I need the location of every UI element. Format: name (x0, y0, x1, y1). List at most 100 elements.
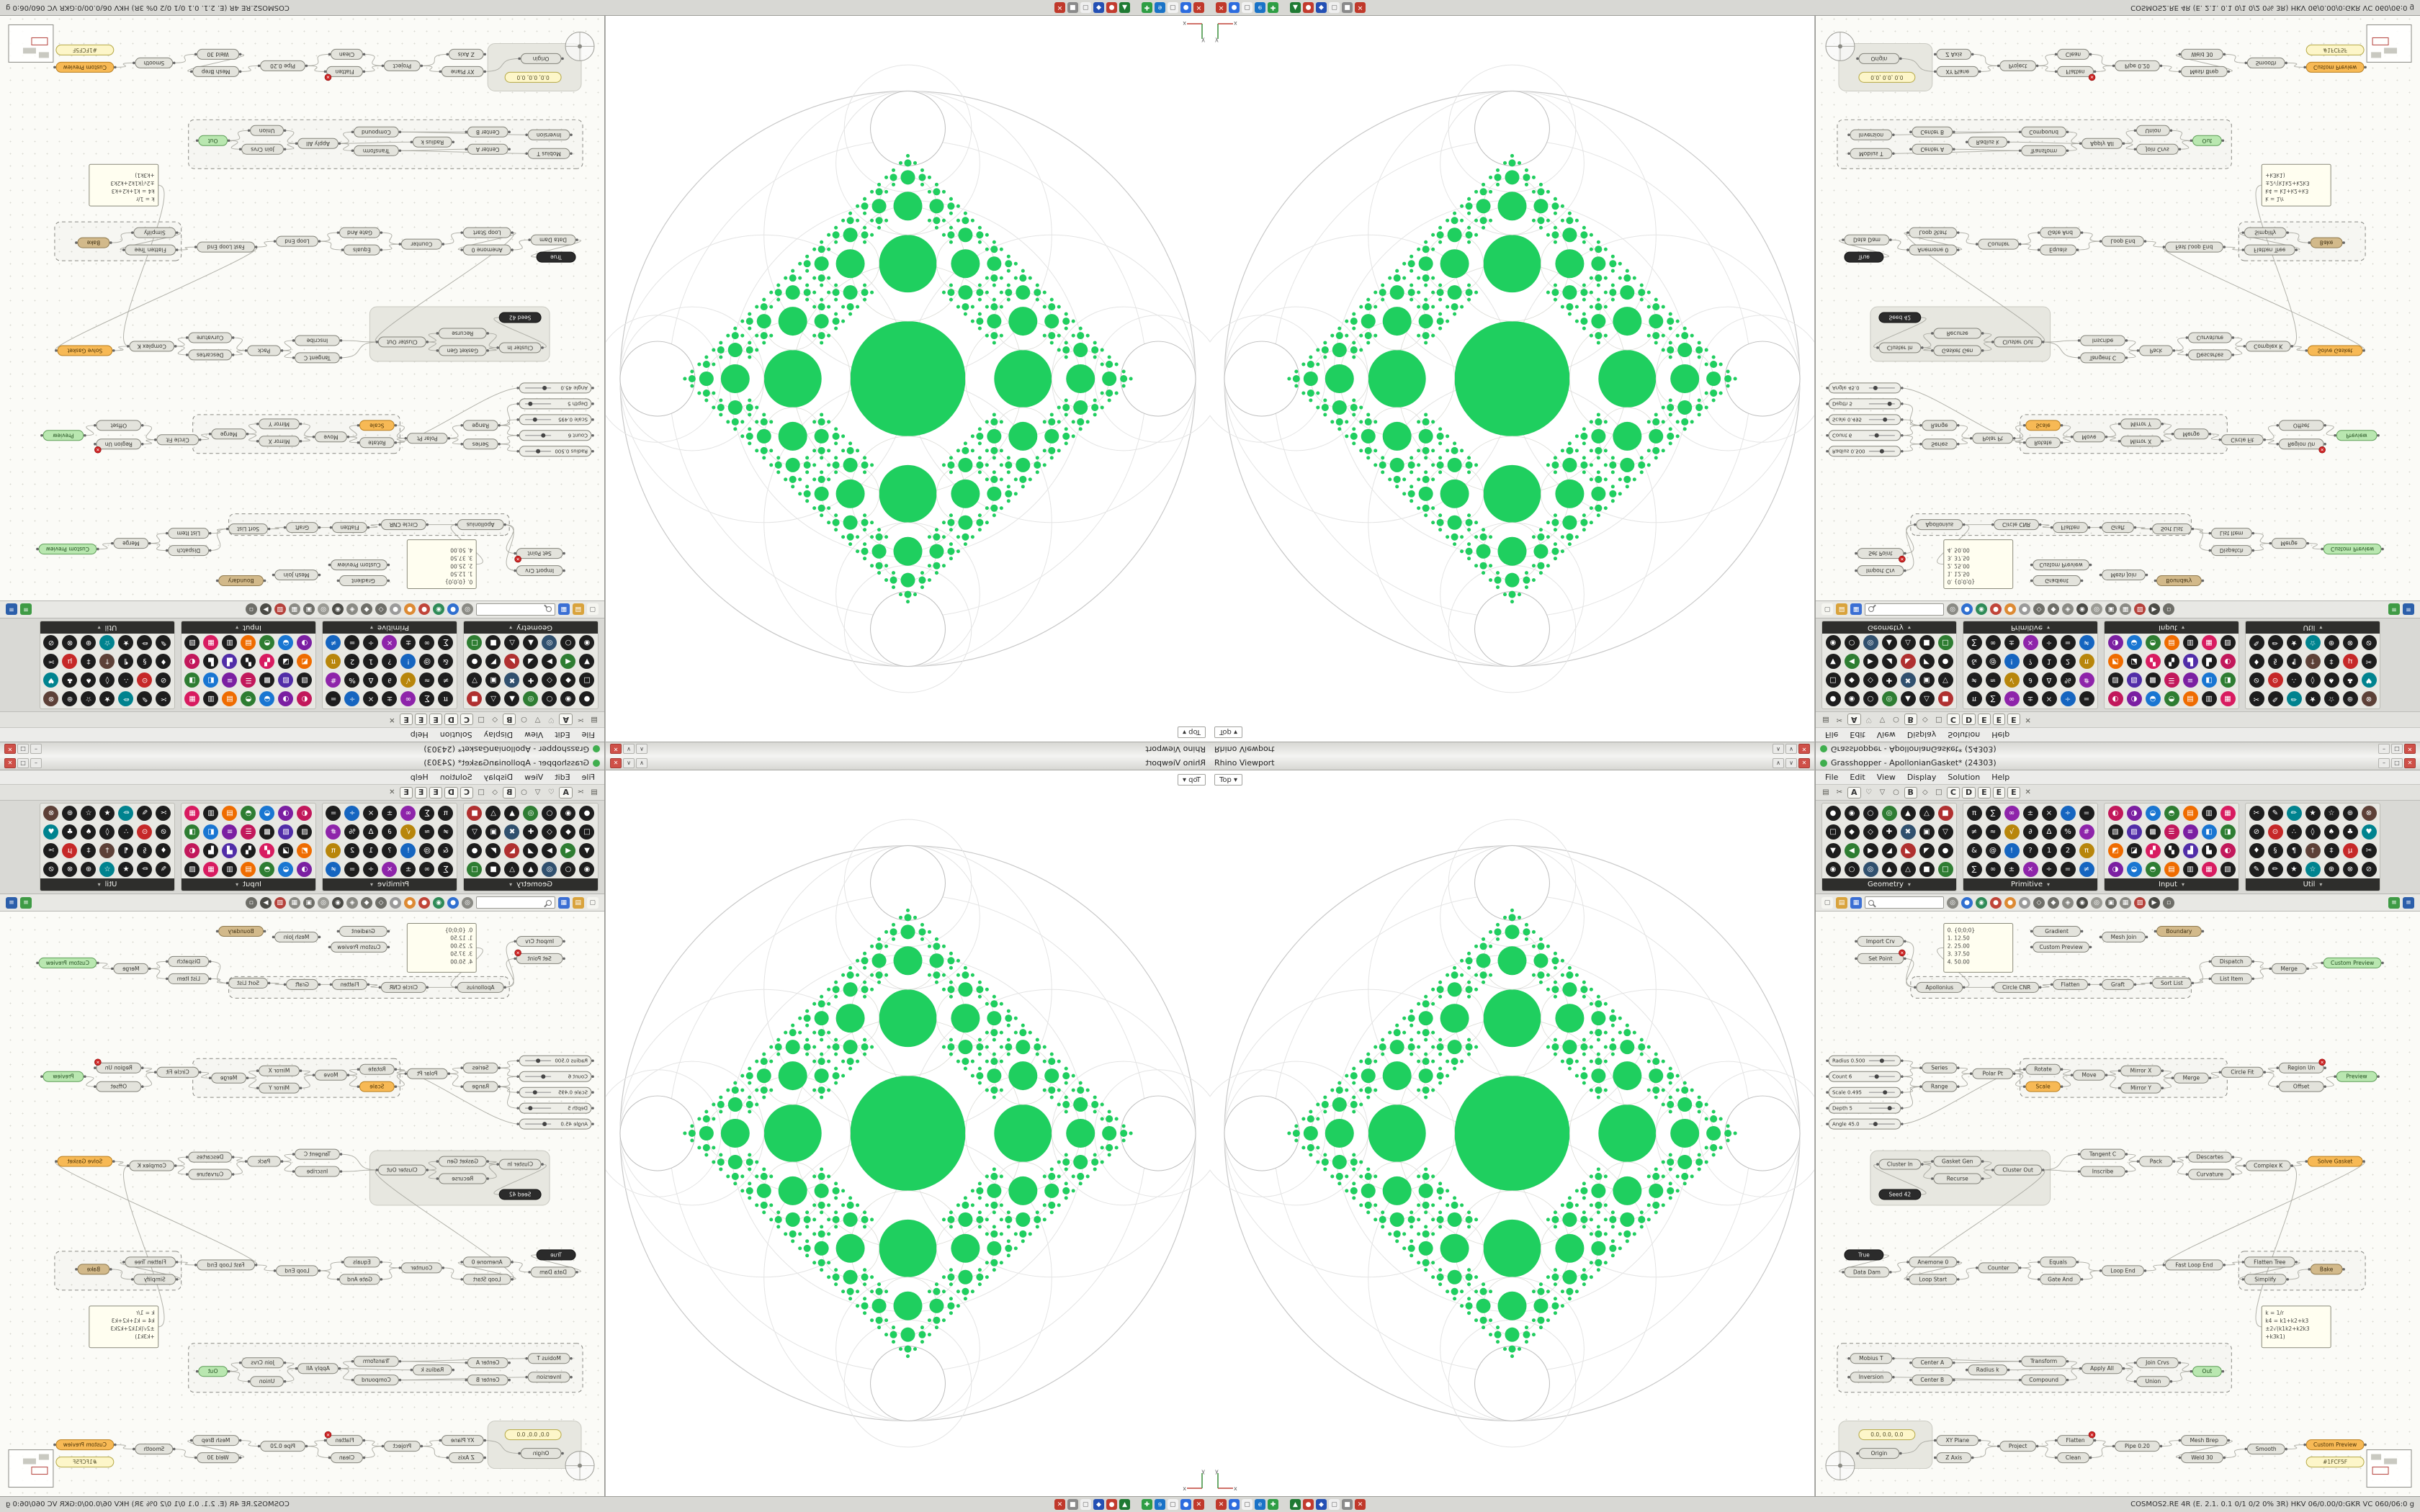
gh-node-std[interactable]: Radius k (410, 1364, 455, 1376)
input-nub-icon[interactable] (97, 961, 99, 965)
component-icon[interactable]: ✏ (2267, 861, 2283, 877)
input-nub-icon[interactable] (1855, 957, 1857, 960)
output-nub-icon[interactable] (328, 945, 331, 949)
component-icon[interactable]: ◑ (2126, 805, 2142, 821)
output-nub-icon[interactable] (375, 1169, 379, 1171)
input-nub-icon[interactable] (1934, 53, 1937, 56)
earth-icon[interactable]: ◉ (433, 603, 444, 616)
gh-node-std[interactable]: Sort List (225, 523, 271, 535)
sphere-blue-icon[interactable]: ● (447, 896, 459, 909)
gh-node-std[interactable]: Pipe 0.20 (257, 1441, 308, 1452)
gh-node-slider[interactable]: Scale 0.495 (516, 1086, 594, 1098)
camera-icon[interactable]: ▣ (2105, 896, 2117, 909)
component-icon[interactable]: ▩ (2145, 824, 2161, 840)
output-nub-icon[interactable] (514, 940, 516, 943)
gh-node-std[interactable]: Mesh Join (272, 931, 321, 942)
gh-node-std[interactable]: Union (2133, 1376, 2173, 1387)
output-nub-icon[interactable] (312, 1074, 315, 1077)
component-icon[interactable]: ∴ (2286, 824, 2302, 840)
slider-knob[interactable] (1874, 1074, 1879, 1079)
menu-help[interactable]: Help (1991, 730, 2010, 739)
component-icon[interactable]: ± (2004, 861, 2020, 877)
gh-node-std[interactable]: Offset (94, 420, 144, 431)
input-nub-icon[interactable] (2276, 1085, 2280, 1088)
gh-node-std[interactable]: Clean (2054, 48, 2092, 60)
square-icon[interactable]: □ (478, 788, 485, 796)
gh-node-std[interactable]: Gate And (2037, 227, 2084, 238)
viewport-tab-top[interactable]: Top ▾ (1214, 774, 1243, 786)
component-icon[interactable]: & (438, 842, 454, 858)
gh-node-slider[interactable]: Scale 0.495 (1826, 1086, 1904, 1098)
canvas-minimap[interactable] (8, 1449, 54, 1488)
gh-node-std[interactable]: Move (2070, 431, 2108, 443)
component-icon[interactable]: ◊ (2305, 824, 2321, 840)
component-icon[interactable]: □ (1937, 635, 1953, 651)
gh-node-std[interactable]: Merge (208, 1072, 249, 1084)
output-nub-icon[interactable] (94, 1066, 97, 1070)
input-nub-icon[interactable] (299, 1069, 302, 1073)
canvas-minimap[interactable] (8, 24, 54, 63)
gh-node-std[interactable]: Tangent C (292, 1148, 343, 1160)
input-nub-icon[interactable] (1826, 433, 1829, 437)
input-nub-icon[interactable] (2118, 1069, 2121, 1073)
gh-node-toggle[interactable]: Seed 42 (1878, 312, 1922, 323)
output-nub-icon[interactable] (244, 1160, 248, 1163)
input-nub-icon[interactable] (1906, 1278, 1909, 1281)
input-nub-icon[interactable] (1919, 1066, 1922, 1070)
browser-app-icon[interactable]: ● (1180, 1499, 1191, 1510)
output-nub-icon[interactable] (1892, 133, 1895, 137)
input-nub-icon[interactable] (503, 986, 506, 989)
dark-app-icon[interactable]: ■ (1067, 1499, 1078, 1510)
tab-a[interactable]: A (1847, 786, 1861, 798)
gh-node-std[interactable]: Mirror X (2118, 1065, 2164, 1076)
input-nub-icon[interactable] (1975, 243, 1978, 246)
output-nub-icon[interactable] (256, 423, 259, 426)
gh-node-std[interactable]: XY Plane (439, 1435, 486, 1446)
output-nub-icon[interactable] (357, 1085, 360, 1088)
input-nub-icon[interactable] (362, 53, 366, 56)
component-icon[interactable]: ♠ (2323, 672, 2339, 688)
output-nub-icon[interactable] (2038, 523, 2042, 526)
input-nub-icon[interactable] (563, 940, 565, 943)
shaded-icon[interactable]: ◆ (361, 896, 372, 909)
output-nub-icon[interactable] (292, 1170, 295, 1173)
gh-node-std[interactable]: Mobius T (1847, 148, 1895, 159)
output-nub-icon[interactable] (2201, 930, 2205, 933)
gh-node-std[interactable]: Loop End (2099, 235, 2147, 247)
gh-node-std[interactable]: Move (312, 1069, 350, 1081)
output-nub-icon[interactable] (2060, 1068, 2063, 1071)
menu-view[interactable]: View (1876, 730, 1896, 739)
gh-node-green[interactable]: Out (2190, 135, 2225, 146)
output-nub-icon[interactable] (528, 1271, 531, 1274)
dark-app-icon[interactable]: ■ (1342, 2, 1353, 13)
open-file-icon[interactable]: ▤ (1836, 896, 1847, 909)
component-icon[interactable]: ▽ (467, 672, 483, 688)
gh-node-std[interactable]: Z Axis (446, 48, 486, 60)
input-nub-icon[interactable] (561, 57, 564, 60)
close-button[interactable]: ✕ (2404, 744, 2416, 755)
output-nub-icon[interactable] (2035, 64, 2039, 68)
output-nub-icon[interactable] (398, 1266, 402, 1269)
component-icon[interactable]: ▲ (1900, 805, 1916, 821)
output-nub-icon[interactable] (247, 129, 251, 132)
gh-node-tan[interactable]: Bake (75, 237, 112, 248)
output-nub-icon[interactable] (328, 563, 331, 567)
gh-node-std[interactable]: Gasket Gen (436, 345, 489, 356)
gh-node-slider[interactable]: Count 6 (516, 1071, 594, 1082)
input-nub-icon[interactable] (2054, 53, 2058, 56)
output-nub-icon[interactable] (1889, 238, 1892, 241)
input-nub-icon[interactable] (2308, 1268, 2311, 1271)
output-nub-icon[interactable] (2076, 248, 2079, 251)
gh-node-std[interactable]: Counter (1975, 238, 2022, 250)
gh-node-std[interactable]: Origin (1856, 53, 1902, 64)
input-nub-icon[interactable] (109, 1268, 112, 1271)
output-nub-icon[interactable] (1921, 1163, 1924, 1166)
gh-node-std[interactable]: Tangent C (2077, 352, 2128, 364)
slider-knob[interactable] (1883, 1090, 1888, 1095)
output-nub-icon[interactable] (410, 140, 413, 144)
input-nub-icon[interactable] (254, 246, 258, 248)
input-nub-icon[interactable] (570, 133, 573, 137)
edge-app-icon[interactable]: e (1255, 2, 1265, 13)
input-nub-icon[interactable] (563, 552, 565, 555)
output-nub-icon[interactable] (525, 1375, 528, 1379)
